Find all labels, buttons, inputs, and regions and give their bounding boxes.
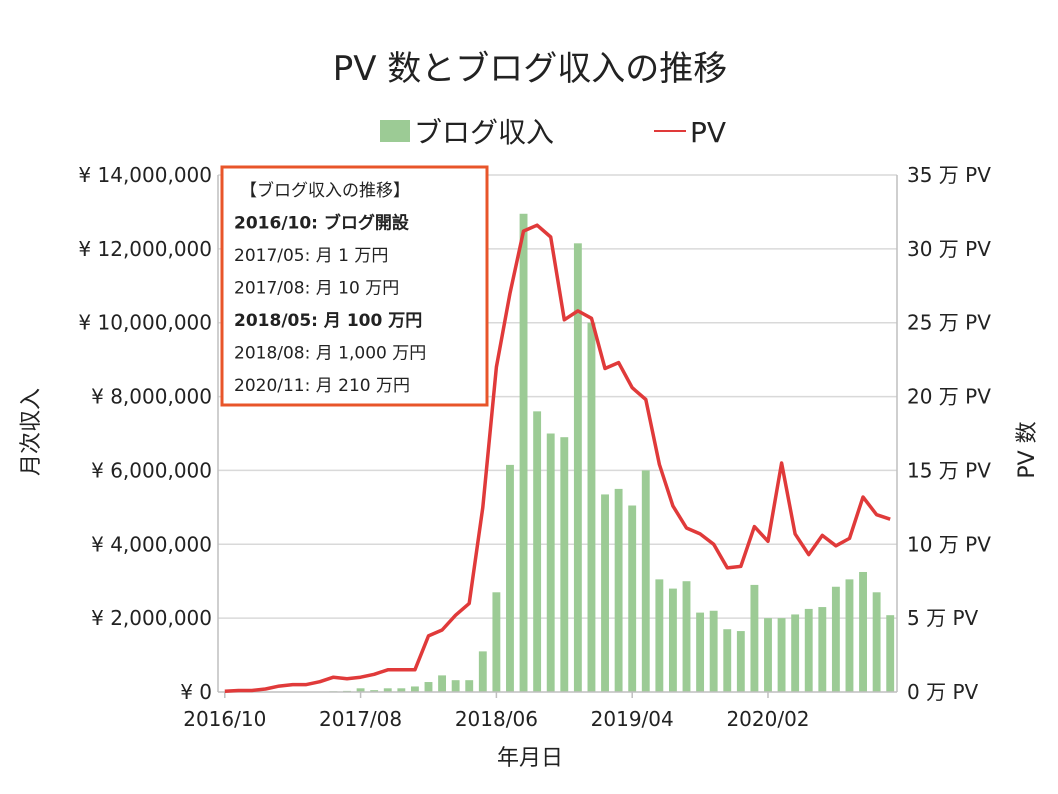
revenue-bar — [845, 579, 854, 692]
revenue-bars — [315, 213, 895, 692]
annotation-box: 【ブログ収入の推移】 2016/10: ブログ開設 2017/05: 月 1 万円 2… — [220, 165, 489, 407]
y-right-tick-label: 20 万 PV — [907, 385, 991, 409]
y-right-axis-title: PV 数 — [1015, 421, 1040, 478]
revenue-bar — [533, 411, 542, 692]
revenue-bar — [356, 688, 365, 692]
revenue-bar — [831, 586, 840, 692]
x-tick-labels: 2016/10 2017/08 2018/06 2019/04 2020/02 — [183, 707, 809, 731]
revenue-bar — [791, 614, 800, 692]
y-left-tick-label: ¥ 4,000,000 — [91, 532, 212, 556]
revenue-bar — [601, 494, 609, 692]
y-right-tick-label: 25 万 PV — [907, 311, 991, 335]
annotation-line: 2017/08: 月 10 万円 — [234, 279, 399, 299]
revenue-bar — [736, 631, 745, 692]
revenue-bar — [723, 629, 732, 692]
revenue-bar — [777, 618, 786, 692]
revenue-bar — [478, 651, 487, 692]
annotation-line: 【ブログ収入の推移】 — [240, 180, 410, 201]
y-left-tick-labels: ¥ 0 ¥ 2,000,000 ¥ 4,000,000 ¥ 6,000,000 ¥ 8,… — [78, 163, 212, 704]
y-right-tick-label: 10 万 PV — [907, 532, 991, 556]
y-right-tick-label: 5 万 PV — [907, 606, 979, 630]
x-tick-label: 2019/04 — [591, 707, 674, 731]
x-tick-label: 2017/08 — [319, 707, 402, 731]
y-left-tick-label: ¥ 12,000,000 — [78, 237, 212, 261]
y-left-tick-label: ¥ 2,000,000 — [91, 606, 212, 630]
revenue-bar — [696, 612, 705, 692]
chart-title: PV 数とブログ収入の推移 — [333, 49, 728, 89]
annotation-line: 2018/05: 月 100 万円 — [234, 311, 422, 331]
x-tick-label: 2018/06 — [455, 707, 538, 731]
revenue-bar — [506, 464, 514, 692]
revenue-bar — [804, 608, 813, 692]
revenue-bar — [560, 437, 569, 692]
revenue-bar — [451, 680, 460, 692]
revenue-bar — [750, 584, 759, 692]
legend-swatch-revenue — [380, 120, 410, 142]
revenue-bar — [709, 610, 718, 692]
y-left-tick-label: ¥ 8,000,000 — [91, 385, 212, 409]
revenue-bar — [587, 322, 596, 692]
y-left-tick-label: ¥ 0 — [180, 680, 212, 704]
legend-label-pv: PV — [690, 116, 726, 149]
pv-line — [224, 223, 891, 694]
revenue-bar — [465, 680, 474, 692]
revenue-bar — [859, 571, 867, 692]
y-right-tick-label: 30 万 PV — [907, 237, 991, 261]
y-right-tick-label: 0 万 PV — [907, 680, 979, 704]
legend-label-revenue: ブログ収入 — [414, 116, 554, 149]
annotation-line: 2018/08: 月 1,000 万円 — [234, 344, 426, 364]
x-axis-title: 年月日 — [497, 746, 563, 771]
revenue-bar — [492, 592, 501, 692]
legend: ブログ収入 PV — [380, 116, 726, 149]
revenue-bar — [682, 581, 691, 692]
revenue-bar — [872, 592, 881, 692]
revenue-bar — [397, 688, 406, 692]
y-right-tick-labels: 0 万 PV 5 万 PV 10 万 PV 15 万 PV 20 万 PV 25 万 PV… — [907, 163, 991, 704]
y-left-tick-label: ¥ 6,000,000 — [91, 458, 212, 482]
revenue-bar — [614, 488, 623, 692]
x-tick-label: 2020/02 — [726, 707, 809, 731]
revenue-bar — [573, 243, 582, 692]
revenue-bar — [668, 588, 677, 692]
y-right-tick-label: 15 万 PV — [907, 458, 991, 482]
revenue-bar — [886, 615, 895, 692]
revenue-bar — [818, 607, 827, 692]
annotation-line: 2020/11: 月 210 万円 — [234, 376, 410, 396]
y-right-tick-label: 35 万 PV — [907, 163, 991, 187]
x-tick-label: 2016/10 — [183, 707, 266, 731]
revenue-bar — [655, 579, 664, 692]
revenue-bar — [383, 688, 392, 692]
y-left-axis-title: 月次収入 — [19, 388, 44, 476]
pv-line-series — [224, 223, 891, 694]
revenue-bar — [546, 433, 555, 692]
revenue-bar — [370, 690, 379, 692]
revenue-bar — [519, 213, 528, 692]
revenue-bar — [410, 686, 419, 692]
revenue-bar — [764, 618, 772, 692]
y-left-tick-label: ¥ 10,000,000 — [78, 311, 212, 335]
annotation-frame — [220, 165, 489, 407]
revenue-bar — [424, 682, 433, 692]
annotation-line: 2017/05: 月 1 万円 — [234, 246, 388, 266]
annotation-line: 2016/10: ブログ開設 — [234, 213, 410, 234]
revenue-bar — [438, 675, 447, 692]
axes — [217, 175, 898, 698]
revenue-bar — [641, 470, 650, 692]
y-left-tick-label: ¥ 14,000,000 — [78, 163, 212, 187]
revenue-bar — [628, 505, 637, 692]
